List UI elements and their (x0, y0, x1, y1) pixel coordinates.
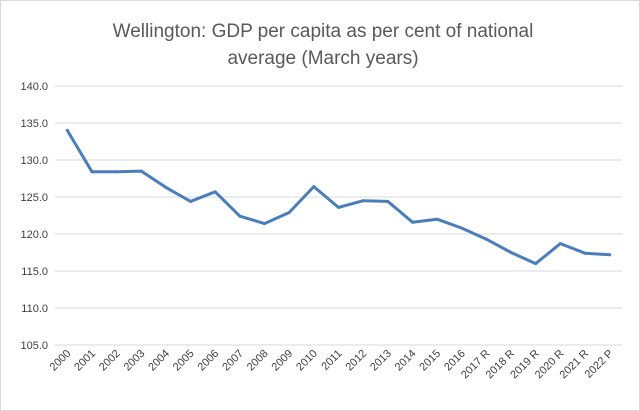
data-point (484, 237, 488, 241)
y-axis-ticks: 105.0 110.0 115.0 120.0 125.0 130.0 135.0 140.0 (20, 81, 48, 352)
gridlines (55, 85, 622, 346)
chart-title-line-1: Wellington: GDP per capita as per cent o… (113, 21, 534, 42)
series-layer (65, 128, 612, 266)
x-tick-label: 2015 (417, 348, 443, 374)
data-point (213, 190, 217, 194)
x-tick-label: 2003 (122, 348, 148, 374)
data-point (164, 185, 168, 189)
y-tick-label: 105.0 (20, 340, 48, 352)
x-tick-label: 2000 (48, 348, 74, 374)
data-point (312, 185, 316, 189)
y-tick-label: 110.0 (21, 303, 48, 315)
x-axis-ticks: 2000200120022003200420052006200720082009… (48, 348, 616, 382)
x-tick-label: 2005 (171, 348, 197, 374)
x-tick-label: 2013 (368, 348, 394, 374)
data-point (263, 222, 267, 226)
data-point (386, 199, 390, 203)
data-point (534, 262, 538, 266)
data-point (90, 170, 94, 174)
y-tick-label: 125.0 (20, 192, 48, 204)
y-tick-label: 135.0 (20, 118, 48, 130)
data-point (287, 211, 291, 215)
x-tick-label: 2011 (319, 348, 344, 373)
data-point (460, 226, 464, 230)
x-tick-label: 2014 (393, 348, 419, 374)
y-tick-label: 115.0 (21, 266, 48, 278)
x-tick-label: 2008 (245, 348, 271, 374)
data-point (558, 242, 562, 246)
data-point (238, 214, 242, 218)
data-point (435, 217, 439, 221)
y-tick-label: 130.0 (20, 155, 48, 167)
data-point (509, 251, 513, 254)
data-point (583, 251, 587, 255)
data-point (410, 220, 414, 224)
y-tick-label: 140.0 (20, 81, 48, 93)
x-tick-label: 2002 (97, 348, 123, 374)
x-tick-label: 2010 (294, 348, 320, 374)
data-point (139, 169, 143, 173)
chart-title-line-2: average (March years) (227, 48, 418, 69)
data-point (65, 128, 69, 132)
x-tick-label: 2007 (220, 348, 246, 374)
data-point (337, 205, 340, 209)
x-tick-label: 2004 (146, 348, 172, 374)
x-tick-label: 2009 (270, 348, 296, 374)
data-point (361, 199, 365, 203)
x-tick-label: 2012 (343, 348, 369, 374)
x-tick-label: 2006 (196, 348, 222, 374)
y-tick-label: 120.0 (20, 229, 48, 241)
data-point (189, 199, 193, 203)
x-tick-label: 2001 (72, 348, 98, 374)
data-point (115, 170, 119, 174)
data-point (608, 253, 612, 257)
